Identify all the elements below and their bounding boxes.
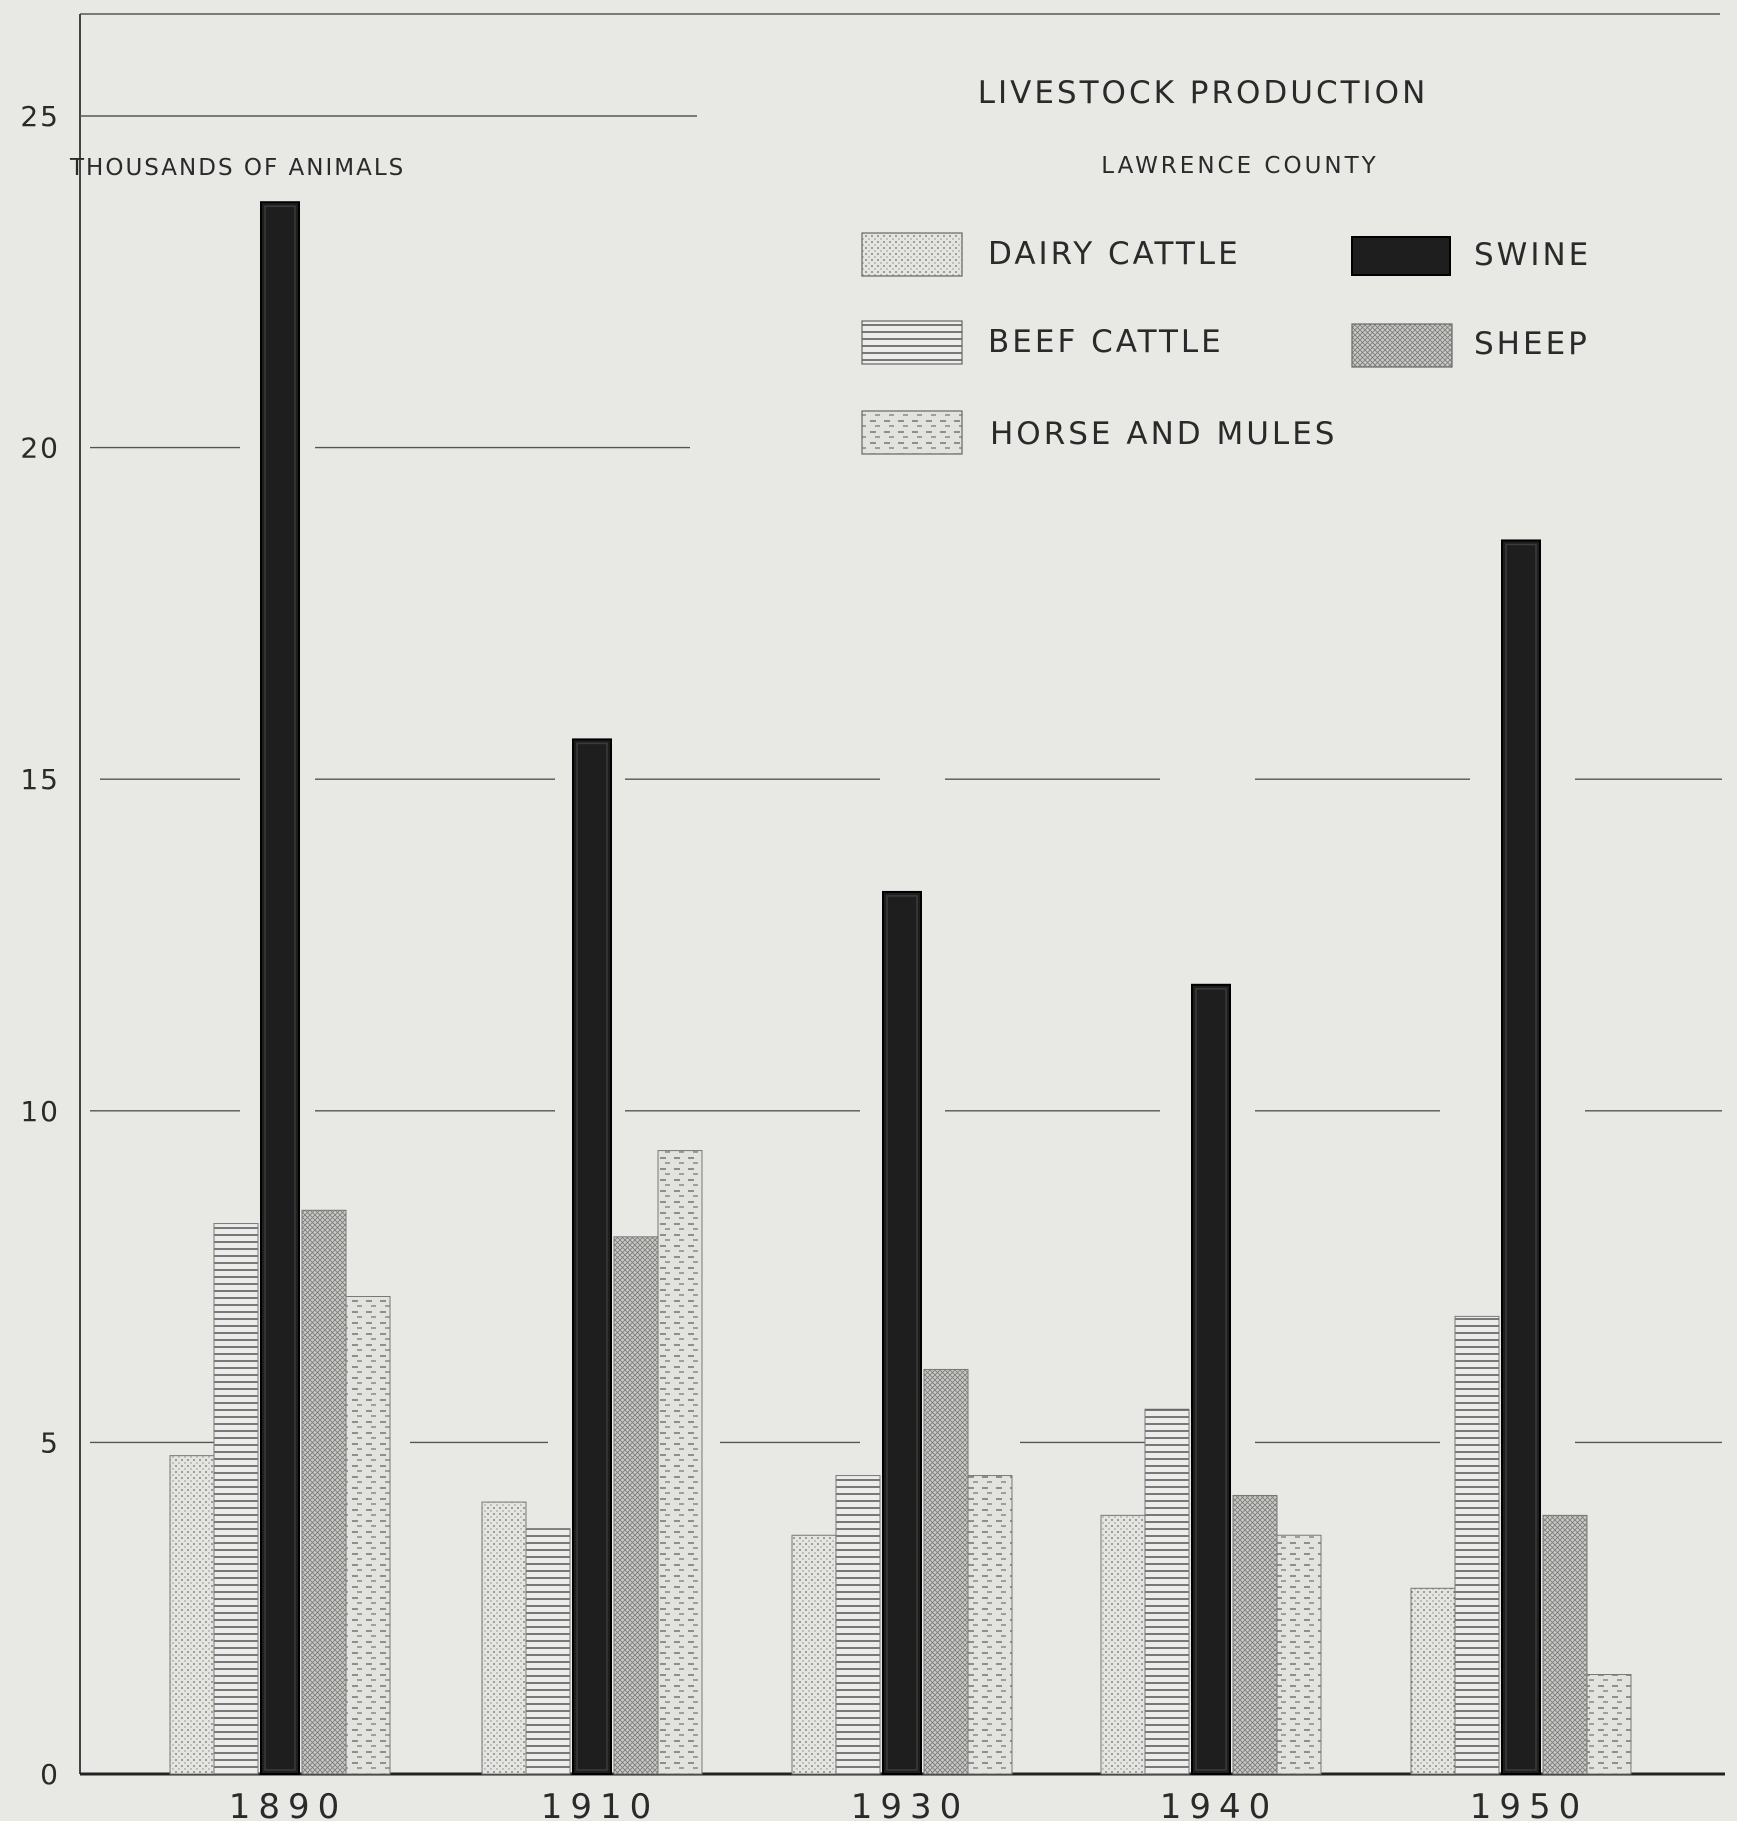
bar-horse-and-mules-1950 [1586,1674,1632,1775]
bar-beef-cattle-1950 [1454,1315,1500,1775]
y-tick-label: 20 [20,432,60,465]
bar-sheep-1950 [1542,1514,1588,1775]
bar-swine-inner-edge [1195,988,1227,1771]
legend-label: DAIRY CATTLE [988,236,1241,272]
bar-horse-and-mules-1930 [967,1475,1013,1775]
bar-sheep-1940 [1232,1494,1278,1775]
y-tick-label: 0 [40,1758,60,1791]
legend-label: HORSE AND MULES [990,416,1337,452]
chart-subtitle: LAWRENCE COUNTY [1101,153,1378,179]
bar-dairy-cattle-1930 [791,1534,837,1775]
bar-swine-1930 [882,890,922,1775]
x-tick-label: 1910 [541,1787,660,1821]
bar-dairy-cattle-1950 [1410,1587,1456,1775]
chart-title: LIVESTOCK PRODUCTION [978,75,1429,111]
legend-swatch-swine [1351,236,1451,276]
bar-dairy-cattle-1940 [1100,1514,1146,1775]
legend-swatch-beef-cattle [861,320,963,365]
bar-swine-inner-edge [576,742,608,1771]
legend-label: BEEF CATTLE [988,324,1224,360]
bar-swine-inner-edge [886,895,918,1771]
bar-swine-inner-edge [264,205,296,1771]
gridlines [80,115,1722,1444]
x-tick-labels: 1890 1910 1930 1940 1950 [229,1787,1589,1821]
bar-sheep-1910 [613,1236,659,1775]
bar-beef-cattle-1940 [1144,1408,1190,1775]
legend-label: SWINE [1474,237,1591,273]
bar-dairy-cattle-1890 [169,1455,215,1775]
bar-swine-1910 [572,738,612,1776]
legend-swatch-horse-and-mules [861,410,963,455]
bar-swine-1890 [260,201,300,1776]
y-tick-label: 25 [20,100,60,133]
bar-horse-and-mules-1940 [1276,1534,1322,1775]
bar-beef-cattle-1930 [835,1475,881,1775]
bar-beef-cattle-1890 [213,1223,259,1775]
x-tick-label: 1940 [1160,1787,1279,1821]
y-tick-label: 15 [20,763,60,796]
y-tick-labels: 0 5 10 15 20 25 [20,100,60,1791]
bar-swine-inner-edge [1505,543,1537,1771]
bars [169,201,1632,1776]
y-tick-label: 10 [20,1095,60,1128]
x-tick-label: 1890 [229,1787,348,1821]
bar-swine-1950 [1501,539,1541,1775]
bar-sheep-1930 [923,1368,969,1775]
bar-sheep-1890 [301,1209,347,1775]
y-tick-label: 5 [40,1426,60,1459]
legend: DAIRY CATTLE BEEF CATTLE SWINE SHEEP HORSE A… [861,232,1591,455]
x-tick-label: 1950 [1470,1787,1589,1821]
bar-swine-1940 [1191,983,1231,1775]
bar-dairy-cattle-1910 [481,1501,527,1775]
legend-swatch-dairy-cattle [861,232,963,277]
bar-beef-cattle-1910 [525,1528,571,1775]
y-axis-label: THOUSANDS OF ANIMALS [69,155,405,181]
legend-label: SHEEP [1474,326,1590,362]
bar-horse-and-mules-1890 [345,1295,391,1775]
bar-horse-and-mules-1910 [657,1150,703,1775]
x-tick-label: 1930 [851,1787,970,1821]
legend-swatch-sheep [1351,323,1453,368]
